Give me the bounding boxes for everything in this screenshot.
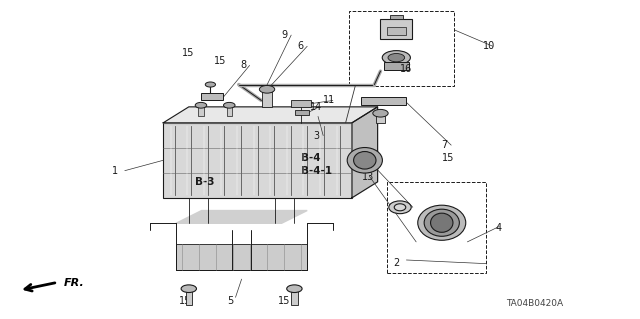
Text: 3: 3 <box>314 130 320 141</box>
Bar <box>201 93 223 100</box>
Bar <box>291 100 310 107</box>
Ellipse shape <box>348 148 383 173</box>
Bar <box>349 11 454 86</box>
Text: 10: 10 <box>483 41 495 51</box>
Bar <box>376 113 385 123</box>
Bar <box>380 19 412 39</box>
Text: 15: 15 <box>179 296 191 307</box>
Text: 6: 6 <box>298 41 304 51</box>
Ellipse shape <box>431 213 453 232</box>
Bar <box>163 123 352 198</box>
Text: 8: 8 <box>240 60 246 70</box>
Bar <box>390 15 403 19</box>
Text: 14: 14 <box>310 102 323 112</box>
Ellipse shape <box>389 201 412 214</box>
Circle shape <box>382 51 410 65</box>
Circle shape <box>181 285 196 293</box>
Circle shape <box>388 54 404 62</box>
Text: 15: 15 <box>182 48 195 58</box>
Text: 1: 1 <box>112 166 118 176</box>
Bar <box>262 89 272 107</box>
Ellipse shape <box>394 204 406 211</box>
Ellipse shape <box>424 209 460 236</box>
Bar <box>291 289 298 305</box>
Circle shape <box>287 285 302 293</box>
Text: 2: 2 <box>394 258 400 268</box>
Polygon shape <box>163 107 378 123</box>
Circle shape <box>195 102 207 108</box>
Ellipse shape <box>418 205 466 240</box>
Bar <box>227 105 232 116</box>
Text: 11: 11 <box>323 95 335 106</box>
Text: B-4: B-4 <box>301 153 321 163</box>
Bar <box>361 97 406 105</box>
Text: 13: 13 <box>362 172 374 182</box>
Text: B-4-1: B-4-1 <box>301 166 332 176</box>
Text: 4: 4 <box>496 223 502 233</box>
Circle shape <box>372 109 388 117</box>
Bar <box>294 110 308 115</box>
Ellipse shape <box>354 152 376 169</box>
Text: 7: 7 <box>442 140 448 150</box>
Text: 16: 16 <box>400 63 412 74</box>
Text: 9: 9 <box>282 30 288 40</box>
Text: 12: 12 <box>362 158 374 168</box>
Text: 15: 15 <box>442 153 454 163</box>
Polygon shape <box>352 107 378 198</box>
Text: 15: 15 <box>278 296 291 307</box>
Circle shape <box>205 82 216 87</box>
Text: FR.: FR. <box>64 278 84 288</box>
Bar <box>387 182 486 273</box>
Polygon shape <box>176 211 307 223</box>
Bar <box>186 289 192 305</box>
Bar <box>383 63 409 70</box>
Text: 15: 15 <box>214 56 227 66</box>
Circle shape <box>223 102 235 108</box>
Circle shape <box>259 85 275 93</box>
Text: TA04B0420A: TA04B0420A <box>506 299 563 308</box>
Text: B-3: B-3 <box>195 177 214 187</box>
Text: 5: 5 <box>227 296 234 307</box>
Bar <box>198 105 204 116</box>
Bar <box>387 27 406 35</box>
Bar <box>176 244 307 270</box>
